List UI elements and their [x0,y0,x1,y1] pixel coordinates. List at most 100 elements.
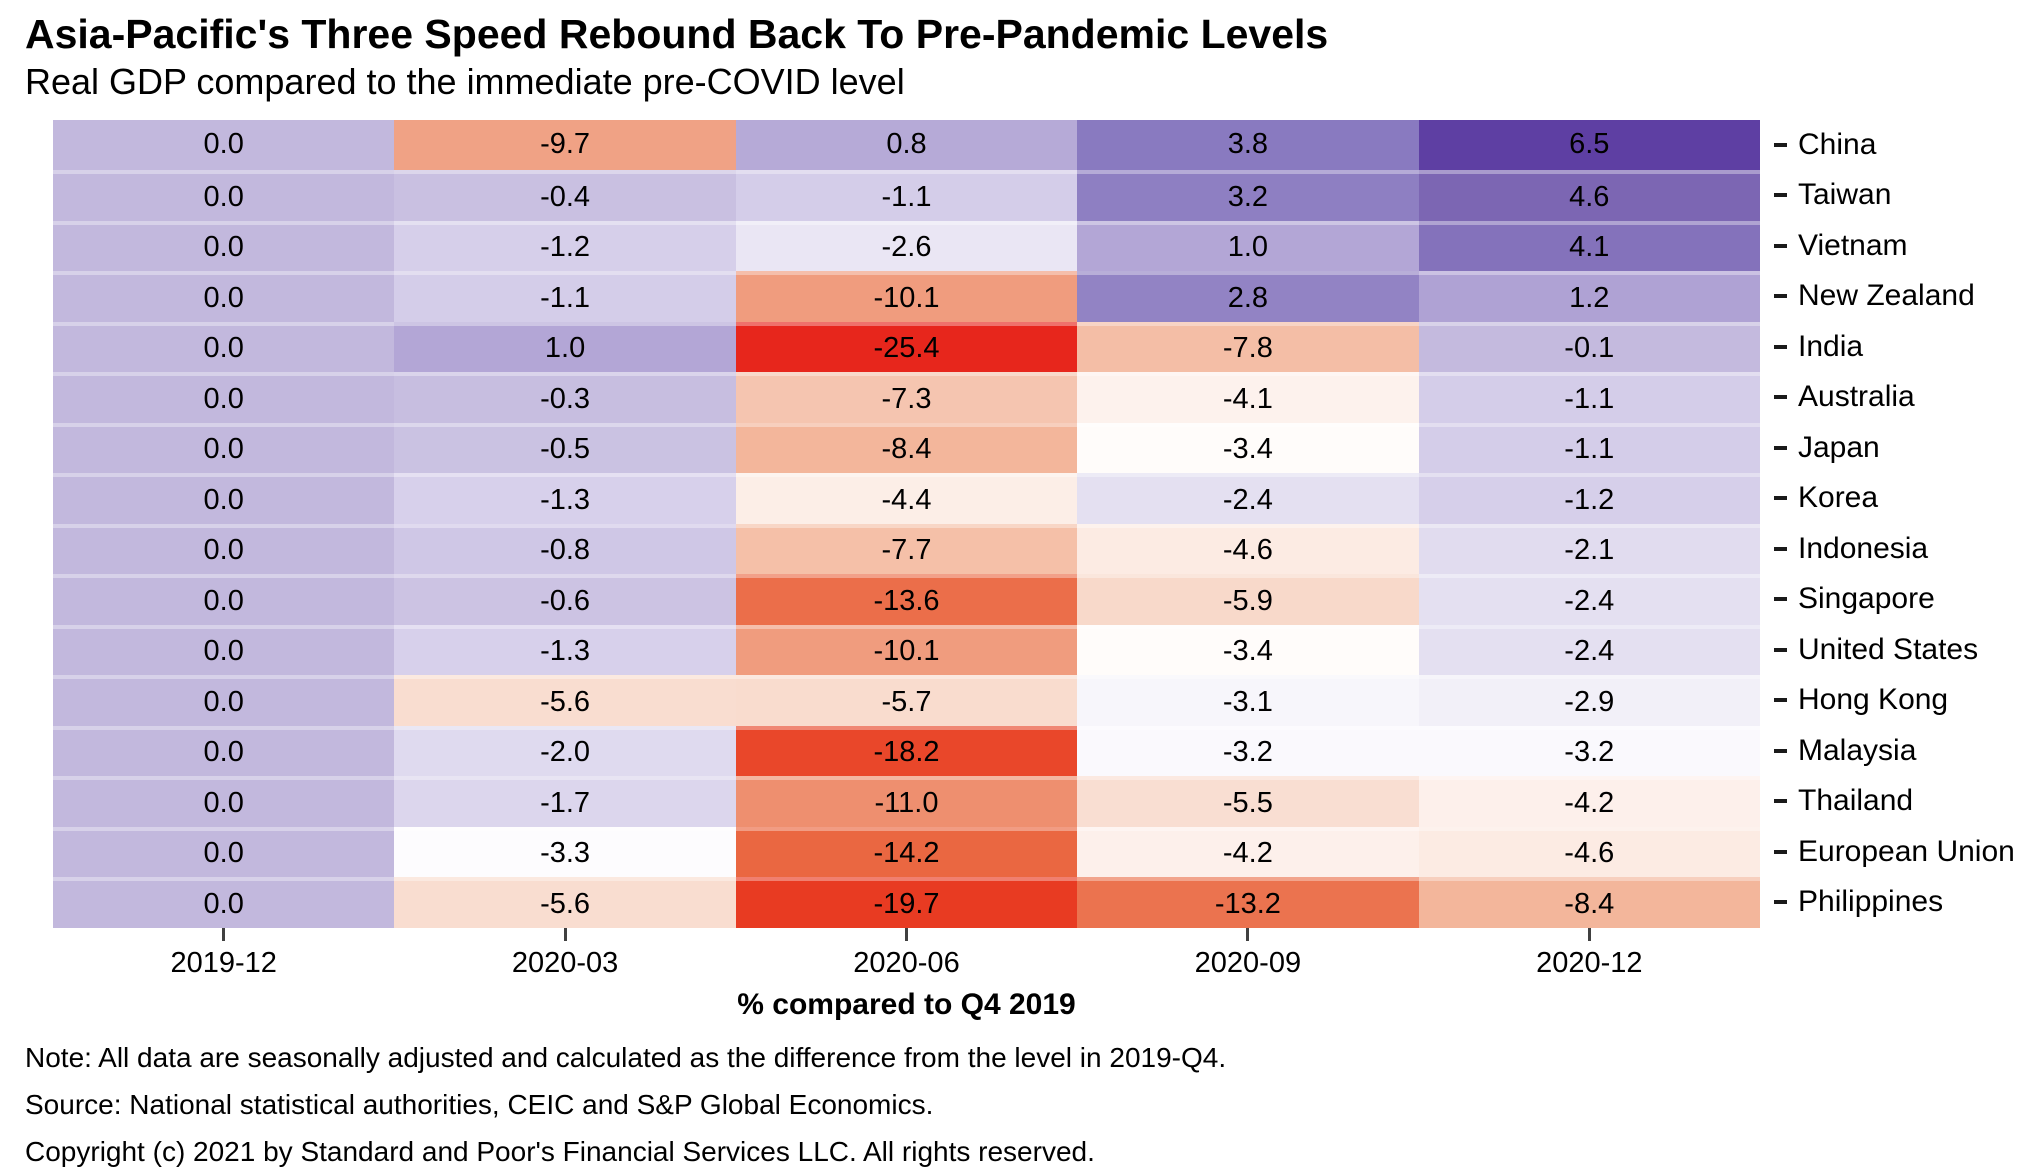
row-label: Hong Kong [1774,675,2015,726]
heatmap-cell: -0.3 [394,372,736,423]
row-label-text: European Union [1798,834,2015,868]
heatmap-cell: -5.6 [394,675,736,726]
heatmap-cell: -3.4 [1077,624,1419,676]
heatmap-cell: -1.1 [394,271,736,322]
heatmap-cell: -1.2 [1418,473,1760,524]
x-axis: 2019-12 2020-03 2020-06 2020-09 2020-12 [53,927,1760,980]
row-label: European Union [1774,827,2015,878]
heatmap-cell: -8.4 [735,422,1078,474]
heatmap-cell: 0.0 [53,473,395,524]
heatmap-cell: -10.1 [735,271,1078,322]
heatmap-cell: -4.2 [1418,776,1760,827]
heatmap-cell: -2.4 [1077,473,1419,524]
heatmap-cell: 4.6 [1418,170,1760,221]
heatmap-cell: 0.0 [53,624,395,676]
heatmap-cell: 0.0 [53,574,395,625]
heatmap-cell: 1.0 [394,321,736,373]
heatmap-cell: -2.6 [735,220,1078,272]
heatmap-cell: -1.1 [1418,372,1760,423]
heatmap-cell: -3.3 [394,826,736,878]
row-tick-icon [1774,395,1787,400]
x-axis-category: 2020-12 [1419,927,1760,980]
x-tick-label: 2020-09 [1194,946,1302,979]
row-label-text: United States [1798,632,1979,666]
row-tick-icon [1774,193,1787,198]
row-tick-icon [1774,546,1787,551]
heatmap-cell: -4.2 [1077,826,1419,878]
x-tick-label: 2020-06 [853,946,960,979]
heatmap-cell: 0.0 [53,776,395,827]
row-tick-icon [1774,799,1787,804]
row-label-text: Malaysia [1798,733,1917,767]
heatmap-cell: -7.7 [735,523,1078,575]
row-label-text: Thailand [1798,784,1914,818]
heatmap-cell: 4.1 [1418,220,1760,272]
heatmap-cell: -1.1 [735,170,1078,221]
heatmap-cell: 0.0 [53,220,395,272]
x-axis-category: 2020-06 [736,927,1077,980]
heatmap-cell: 0.0 [53,523,395,575]
row-label: Australia [1774,372,2015,423]
row-label-text: Hong Kong [1798,683,1949,717]
heatmap-cell: 0.0 [53,877,395,928]
x-axis-category: 2019-12 [53,927,394,980]
row-label-axis: China Taiwan Vietnam New Zealand India Austra… [1774,120,2015,928]
heatmap-cell: -1.7 [394,776,736,827]
x-axis-category: 2020-09 [1077,927,1418,980]
heatmap-cell: 0.0 [53,826,395,878]
copyright-line: Copyright (c) 2021 by Standard and Poor'… [25,1135,1095,1167]
heatmap-cell: -5.9 [1077,574,1419,625]
row-label: Thailand [1774,776,2015,827]
row-tick-icon [1774,243,1787,248]
x-tick-icon [904,927,908,941]
row-label: Vietnam [1774,221,2015,272]
x-tick-icon [563,927,567,941]
heatmap-cell: -1.3 [394,624,736,676]
heatmap-cell: -5.6 [394,877,736,928]
heatmap-cell: -9.7 [394,119,736,171]
row-label-text: India [1798,329,1864,363]
heatmap-cell: 0.0 [53,119,395,171]
row-label: United States [1774,625,2015,676]
heatmap-cell: 0.0 [53,372,395,423]
row-label-text: Korea [1798,481,1879,515]
heatmap-cell: -19.7 [735,877,1078,928]
row-tick-icon [1774,748,1787,753]
heatmap-cell: -13.6 [735,574,1078,625]
heatmap-chart: 0.0 -9.7 0.8 3.8 6.5 0.0 -0.4 -1.1 3.2 4.6 0.0 -1.2… [25,119,2042,1022]
heatmap-cell: -0.5 [394,422,736,474]
heatmap-cell: 0.0 [53,321,395,373]
heatmap-cell: 1.2 [1418,271,1760,322]
heatmap-cell: -3.2 [1077,725,1419,777]
note-line: Note: All data are seasonally adjusted a… [25,1041,1227,1073]
heatmap-cell: 3.8 [1077,119,1419,171]
heatmap-cell: 0.0 [53,725,395,777]
row-tick-icon [1774,698,1787,703]
row-label-text: Taiwan [1798,178,1892,212]
row-label-text: China [1798,127,1877,161]
row-label: Singapore [1774,574,2015,625]
heatmap-cell: -2.4 [1418,624,1760,676]
row-tick-icon [1774,647,1787,652]
footnotes: Note: All data are seasonally adjusted a… [25,1034,2042,1172]
row-label-text: Indonesia [1798,531,1929,565]
row-label-text: Japan [1798,430,1880,464]
heatmap-cell: 0.0 [53,422,395,474]
row-label: Taiwan [1774,170,2015,221]
x-tick-label: 2020-03 [511,946,619,979]
row-label-text: Philippines [1798,885,1944,919]
row-label: Indonesia [1774,524,2015,575]
row-label-text: Vietnam [1798,228,1908,262]
heatmap-grid: 0.0 -9.7 0.8 3.8 6.5 0.0 -0.4 -1.1 3.2 4.6 0.0 -1.2… [53,119,1760,928]
chart-title: Asia-Pacific's Three Speed Rebound Back … [25,11,1329,57]
row-label: New Zealand [1774,271,2015,322]
x-tick-icon [222,927,226,941]
heatmap-cell: -0.4 [394,170,736,221]
heatmap-cell: -5.7 [735,675,1078,726]
heatmap-cell: -0.6 [394,574,736,625]
heatmap-cell: -18.2 [735,725,1078,777]
heatmap-cell: 6.5 [1418,119,1760,171]
heatmap-cell: -14.2 [735,826,1078,878]
heatmap-cell: 3.2 [1077,170,1419,221]
heatmap-cell: -3.4 [1077,422,1419,474]
